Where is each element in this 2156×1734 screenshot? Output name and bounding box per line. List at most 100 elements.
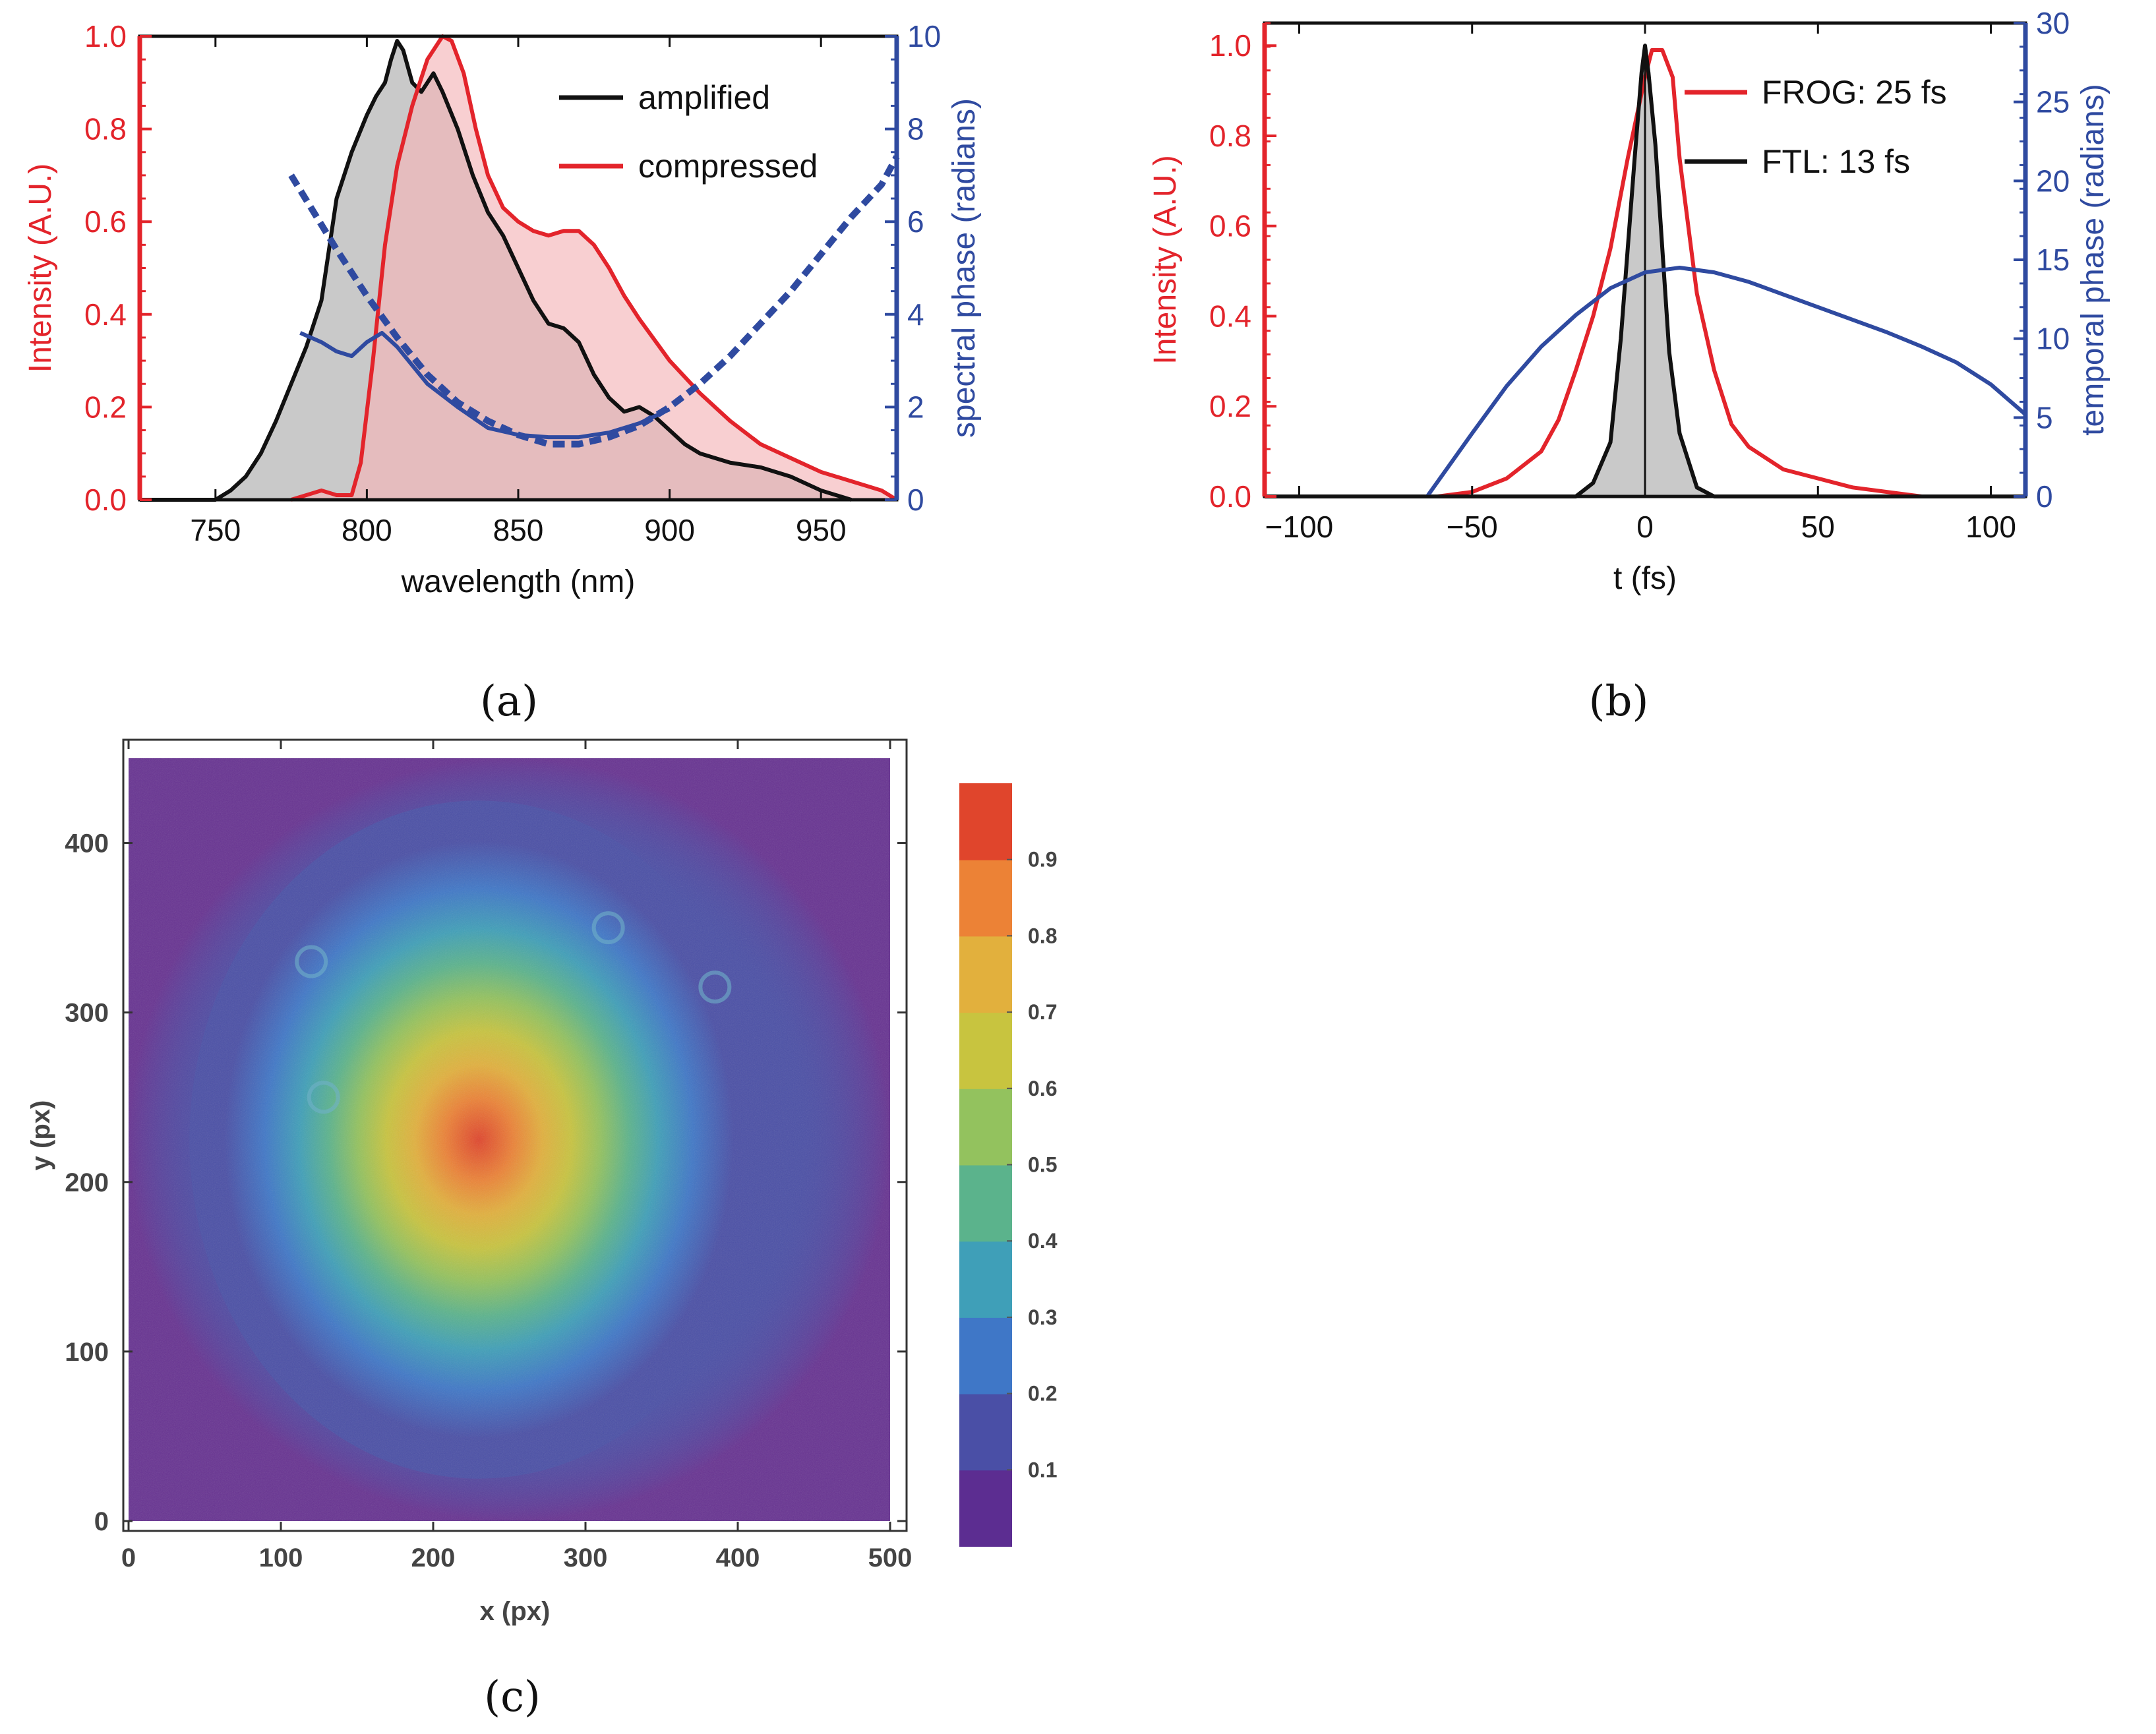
- y2-tick-label: 4: [907, 297, 924, 332]
- colorbar-segment: [959, 936, 1012, 1013]
- series-fill-1: [291, 36, 897, 500]
- panel-a-label: (a): [480, 677, 538, 726]
- colorbar-segment: [959, 1470, 1012, 1547]
- y-tick-label: 0.0: [1209, 479, 1251, 514]
- y2-tick-label: 6: [907, 204, 924, 239]
- y2-tick-label: 10: [907, 19, 941, 53]
- x-tick-label: 850: [493, 513, 544, 547]
- beam-speckle: [129, 758, 890, 1521]
- colorbar-tick-label: 0.7: [1028, 1000, 1057, 1024]
- panel-a-ticks: 750 800 850 900 950 0.0 0.2 0.4 0.6 0.8 1.0 0 2 4 6 8 10: [84, 19, 941, 547]
- panel-a-chart: 750 800 850 900 950 0.0 0.2 0.4 0.6 0.8 1.0 0 2 4 6 8 10…: [23, 19, 982, 726]
- x-tick-label: 950: [796, 513, 847, 547]
- colorbar-tick-label: 0.9: [1028, 848, 1057, 872]
- y2-tick-label: 20: [2036, 164, 2070, 198]
- x-tick-label: 100: [259, 1543, 303, 1572]
- x-tick-label: −50: [1447, 510, 1498, 544]
- series-line-2: [1425, 265, 2027, 498]
- colorbar-segment: [959, 859, 1012, 937]
- colorbar-segment: [959, 1088, 1012, 1166]
- legend-label-compressed: compressed: [638, 148, 818, 185]
- y-tick-label: 1.0: [1209, 28, 1251, 63]
- colorbar-segment: [959, 1164, 1012, 1242]
- panel-b-legend: FROG: 25 fs FTL: 13 fs: [1685, 74, 1947, 180]
- panel-a-x-label: wavelength (nm): [401, 564, 636, 599]
- colorbar-tick-label: 0.5: [1028, 1153, 1057, 1177]
- series-line-1: [290, 34, 898, 502]
- x-tick-label: 100: [1965, 510, 2016, 544]
- panel-a-lines: [140, 34, 900, 502]
- y2-tick-label: 2: [907, 390, 924, 424]
- x-tick-label: 400: [716, 1543, 760, 1572]
- y2-tick-label: 8: [907, 112, 924, 146]
- y-tick-label: 0.2: [1209, 389, 1251, 423]
- legend-label-frog: FROG: 25 fs: [1762, 74, 1947, 111]
- x-tick-label: 900: [644, 513, 695, 547]
- x-tick-label: 50: [1801, 510, 1835, 544]
- y-tick-label: 0.2: [84, 390, 127, 424]
- y-tick-label: 0.8: [84, 112, 127, 146]
- panel-b-chart: −100 −50 0 50 100 0.0 0.2 0.4 0.6 0.8 1.0 0 5 10 15 20 2…: [1148, 6, 2111, 726]
- y2-tick-label: 15: [2036, 243, 2070, 277]
- colorbar-tick-label: 0.1: [1028, 1458, 1057, 1481]
- series-line-0: [140, 39, 852, 502]
- y2-tick-label: 30: [2036, 6, 2070, 40]
- panel-a-fills: [140, 36, 897, 500]
- colorbar-segment: [959, 783, 1012, 860]
- y2-tick-label: 10: [2036, 322, 2070, 356]
- y-tick-label: 0.0: [84, 483, 127, 517]
- y-tick-label: 0.4: [84, 297, 127, 332]
- x-tick-label: 0: [121, 1543, 136, 1572]
- series-line-2: [288, 155, 900, 448]
- dust-ring: [591, 911, 625, 945]
- panel-b-ticks: −100 −50 0 50 100 0.0 0.2 0.4 0.6 0.8 1.0 0 5 10 15 20 2…: [1209, 6, 2070, 544]
- x-tick-label: −100: [1265, 510, 1334, 544]
- colorbar-tick-label: 0.2: [1028, 1382, 1057, 1406]
- x-tick-label: 200: [411, 1543, 456, 1572]
- dust-ring: [295, 945, 328, 978]
- colorbar-segment: [959, 1241, 1012, 1318]
- series-line-3: [299, 330, 671, 440]
- colorbar-tick-label: 0.8: [1028, 924, 1057, 947]
- x-tick-label: 800: [342, 513, 392, 547]
- panel-b-lines: [1265, 44, 2027, 498]
- panel-c-heatmap: 0 100 200 300 400 500 0 100 200 300 400 x (px) y (…: [26, 738, 1058, 1721]
- y2-tick-label: 5: [2036, 400, 2053, 434]
- colorbar-segment: [959, 1012, 1012, 1089]
- y-tick-label: 1.0: [84, 19, 127, 53]
- y-tick-label: 400: [65, 829, 109, 858]
- y-tick-label: 200: [65, 1168, 109, 1197]
- x-tick-label: 500: [868, 1543, 913, 1572]
- y-tick-label: 300: [65, 999, 109, 1028]
- beam-image: [129, 758, 890, 1521]
- y2-tick-label: 0: [2036, 479, 2053, 514]
- panel-c-ticks: 0 100 200 300 400 500 0 100 200 300 400: [65, 740, 912, 1572]
- y-tick-label: 0.8: [1209, 119, 1251, 153]
- legend-label-amplified: amplified: [638, 79, 770, 116]
- panel-b-x-label: t (fs): [1613, 561, 1677, 596]
- panel-a-legend: amplified compressed: [559, 79, 818, 185]
- colorbar-segment: [959, 1317, 1012, 1394]
- panel-b-y2-label: temporal phase (radians): [2076, 84, 2111, 436]
- y-tick-label: 0.6: [1209, 209, 1251, 243]
- panel-c-label: (c): [484, 1673, 541, 1721]
- panel-a-y-label: Intensity (A.U.): [23, 164, 58, 373]
- colorbar-tick-label: 0.4: [1028, 1229, 1058, 1253]
- y2-tick-label: 0: [907, 483, 924, 517]
- y-tick-label: 0.6: [84, 204, 127, 239]
- panel-c-y-label: y (px): [26, 1100, 55, 1171]
- colorbar: 0.1 0.2 0.3 0.4 0.5 0.6 0.7 0.8 0.9: [959, 783, 1058, 1547]
- y-tick-label: 100: [65, 1338, 109, 1367]
- dust-ring: [307, 1081, 340, 1114]
- panel-b-y-label: Intensity (A.U.): [1148, 155, 1183, 364]
- y-tick-label: 0: [94, 1507, 109, 1536]
- legend-label-ftl: FTL: 13 fs: [1762, 143, 1910, 180]
- x-tick-label: 750: [190, 513, 241, 547]
- series-line-0: [1265, 48, 2025, 498]
- y-tick-label: 0.4: [1209, 299, 1251, 333]
- panel-b-label: (b): [1589, 677, 1649, 726]
- y2-tick-label: 25: [2036, 85, 2070, 119]
- x-tick-label: 0: [1636, 510, 1654, 544]
- panel-a-y2-label: spectral phase (radians): [947, 98, 982, 438]
